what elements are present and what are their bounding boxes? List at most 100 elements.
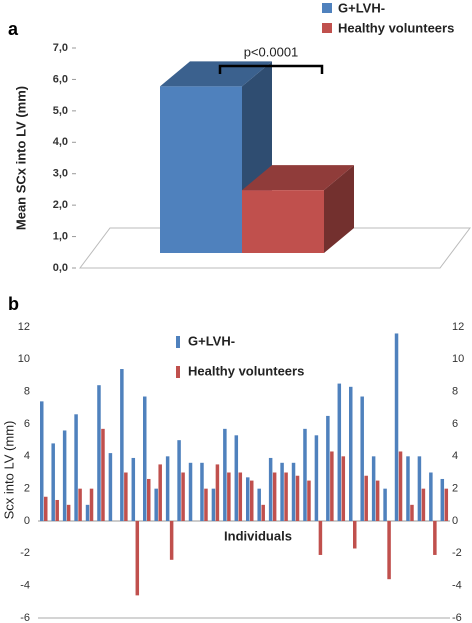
y-tick-label: 6,0 <box>53 73 68 85</box>
bar <box>272 472 277 521</box>
legend-swatch <box>176 336 180 348</box>
bar-side <box>324 165 354 253</box>
y2-tick-label: 10 <box>452 353 464 365</box>
bar <box>177 440 181 521</box>
bar <box>135 521 140 596</box>
bar <box>40 401 44 521</box>
y-tick-label: 10 <box>18 353 30 365</box>
bar <box>318 521 323 555</box>
bar <box>429 472 433 521</box>
bar <box>417 456 422 521</box>
bar <box>250 480 254 521</box>
bar <box>337 383 342 521</box>
bar <box>181 472 185 521</box>
bar <box>211 488 216 521</box>
bar <box>433 521 437 555</box>
bar <box>147 478 151 521</box>
y-tick-label: -6 <box>20 612 30 623</box>
bar <box>215 464 220 521</box>
bar <box>371 456 376 521</box>
bar <box>124 472 128 521</box>
y-tick-label: 0,0 <box>53 262 68 274</box>
bar <box>101 428 105 521</box>
bar <box>66 504 71 521</box>
legend-swatch <box>176 366 180 378</box>
y-tick-label: 1,0 <box>53 230 68 242</box>
bar <box>375 480 380 521</box>
bar <box>284 472 288 521</box>
bar <box>108 453 113 521</box>
y2-tick-label: -2 <box>452 547 462 559</box>
y2-tick-label: 2 <box>452 483 458 495</box>
bar <box>89 488 94 521</box>
bar <box>223 428 227 521</box>
bar <box>330 451 334 521</box>
y-tick-label: 5,0 <box>53 105 68 117</box>
y-tick-label: 2,0 <box>53 199 68 211</box>
bar <box>246 477 250 521</box>
bar <box>143 396 147 521</box>
bar <box>440 478 445 521</box>
y-tick-label: -4 <box>20 580 30 592</box>
y2-tick-label: 4 <box>452 450 458 462</box>
bar <box>349 386 353 521</box>
bar-top <box>242 165 354 191</box>
bar <box>257 488 261 521</box>
bar <box>444 488 449 521</box>
y2-tick-label: -6 <box>452 612 462 623</box>
bar <box>158 464 162 521</box>
bar <box>303 428 307 521</box>
bar <box>364 475 368 521</box>
y-tick-label: -2 <box>20 547 30 559</box>
y-tick-label: 6 <box>24 418 30 430</box>
y2-tick-label: 12 <box>452 321 464 333</box>
legend-label: G+LVH- <box>338 0 385 15</box>
bar <box>131 457 136 521</box>
y-tick-label: 4,0 <box>53 136 68 148</box>
bar <box>387 521 391 580</box>
bar <box>85 504 90 521</box>
bar <box>242 190 324 253</box>
legend-label: Healthy volunteers <box>338 20 454 35</box>
bar <box>74 414 78 521</box>
y-tick-label: 4 <box>24 450 30 462</box>
bar <box>51 443 55 521</box>
bar <box>160 86 242 253</box>
y2-tick-label: -4 <box>452 580 462 592</box>
bar <box>227 472 231 521</box>
bar <box>394 333 399 521</box>
bar <box>398 451 403 521</box>
bar <box>234 435 239 521</box>
legend-swatch <box>322 3 332 13</box>
bar <box>188 462 193 521</box>
bar <box>238 472 243 521</box>
bar <box>268 457 273 521</box>
bar <box>165 456 170 521</box>
y-tick-label: 3,0 <box>53 168 68 180</box>
y-axis-label: Mean SCx into LV (mm) <box>13 86 28 230</box>
y-tick-label: 12 <box>18 321 30 333</box>
y-tick-label: 0 <box>24 515 30 527</box>
bar <box>383 488 387 521</box>
bar <box>291 462 296 521</box>
panel-label: a <box>8 19 19 39</box>
x-axis-label: Individuals <box>224 528 292 543</box>
bar <box>169 521 174 560</box>
bar <box>62 430 67 521</box>
y-axis-label: Scx into LV (mm) <box>1 421 16 520</box>
annotation: p<0.0001 <box>244 44 299 59</box>
y2-tick-label: 0 <box>452 515 458 527</box>
bar <box>410 504 414 521</box>
bar <box>44 496 48 521</box>
y-tick-label: 2 <box>24 483 30 495</box>
y-tick-label: 7,0 <box>53 42 68 54</box>
bracket <box>218 64 324 74</box>
y-tick-label: 8 <box>24 386 30 398</box>
bar <box>406 456 410 521</box>
bar <box>261 504 265 521</box>
bar <box>307 480 311 521</box>
y2-tick-label: 6 <box>452 418 458 430</box>
bar <box>421 488 426 521</box>
legend-label: G+LVH- <box>188 333 235 348</box>
bar <box>280 462 284 521</box>
